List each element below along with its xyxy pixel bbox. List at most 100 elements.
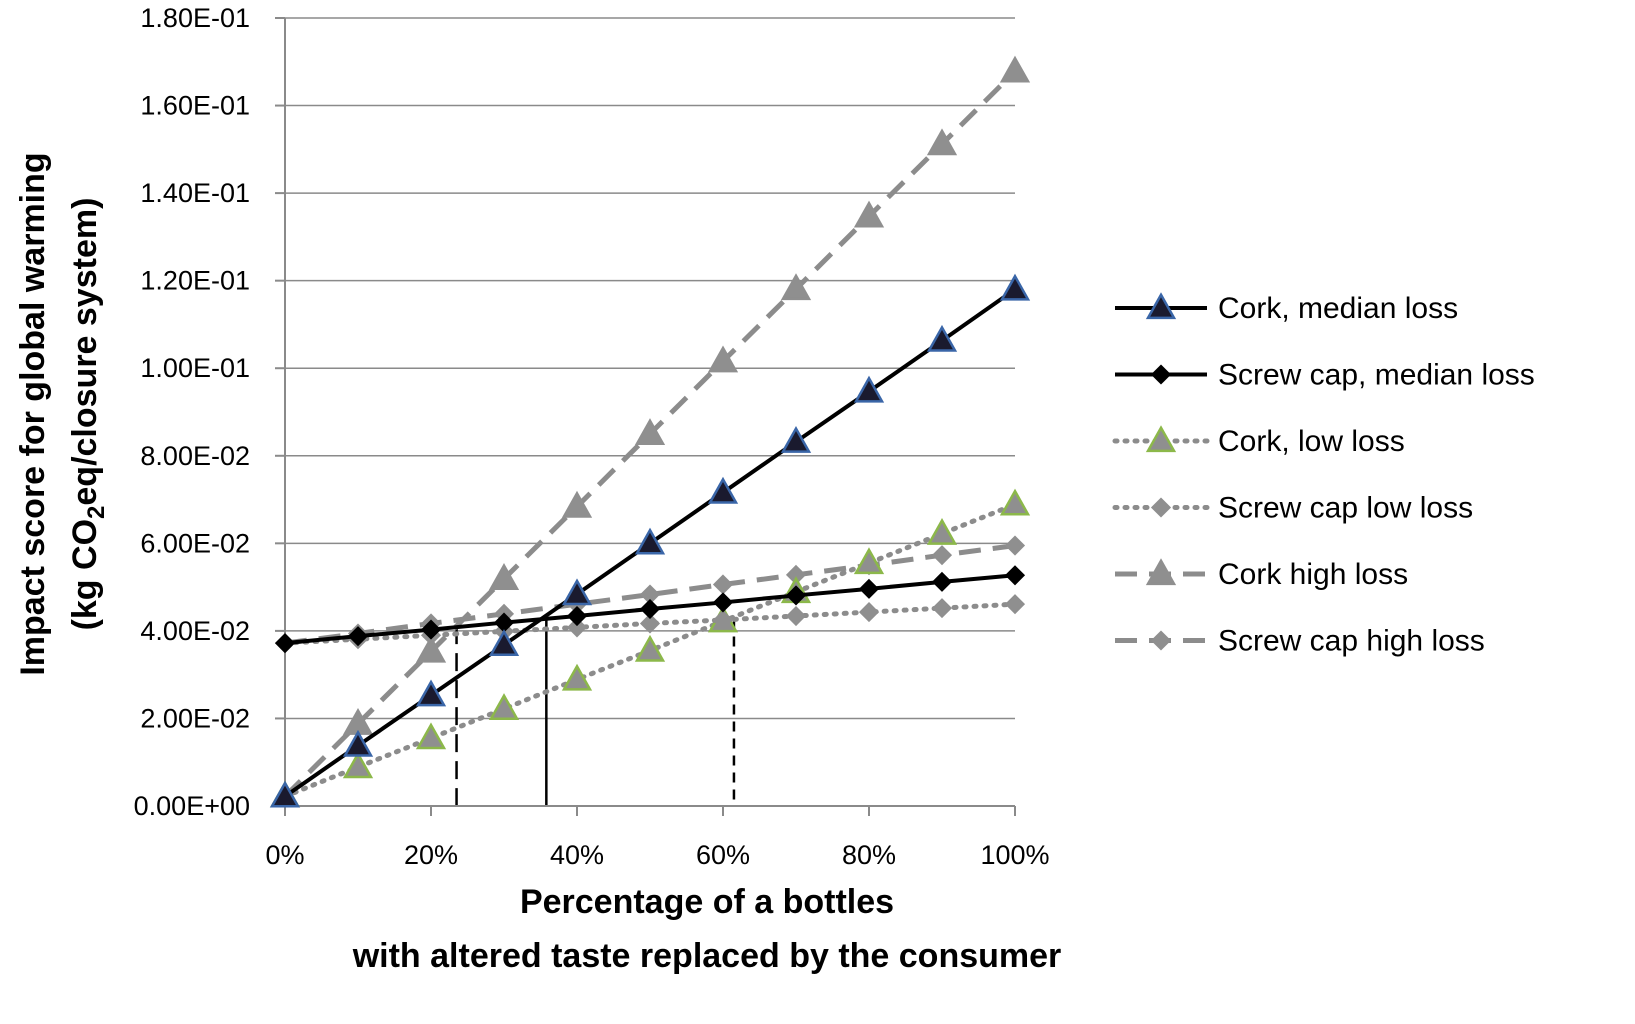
legend: Cork, median loss Screw cap, median loss C…: [1112, 292, 1535, 658]
y-tick-label: 0.00E+00: [134, 791, 250, 821]
legend-marker: [1145, 558, 1177, 586]
data-point-cork-high-loss: [488, 563, 520, 590]
legend-marker: [1150, 630, 1172, 651]
y-axis-title-line2: (kg CO2eq/closure system): [66, 198, 110, 631]
legend-marker: [1145, 425, 1177, 453]
data-point-cork-low-loss: [853, 547, 885, 575]
data-point-screw-cap-median-loss: [347, 626, 369, 647]
legend-item-screw-cap-low-loss: Screw cap low loss: [1112, 492, 1473, 525]
x-tick-label: 80%: [842, 840, 896, 870]
x-tick-label: 60%: [696, 840, 750, 870]
legend-marker: [1150, 364, 1172, 385]
data-point-cork-low-loss: [415, 722, 447, 750]
legend-item-cork-high-loss: Cork high loss: [1115, 558, 1408, 591]
y-axis-title-line2-post: eq/closure system): [66, 198, 104, 506]
data-point-cork-high-loss: [707, 345, 739, 373]
series-screw-cap-low-loss: [274, 594, 1026, 654]
data-point-screw-cap-median-loss: [639, 598, 661, 620]
data-point-cork-low-loss: [488, 693, 520, 720]
data-point-screw-cap-median-loss: [931, 571, 953, 592]
data-point-screw-cap-low-loss: [858, 602, 880, 623]
legend-label: Cork, median loss: [1218, 292, 1458, 325]
y-tick-label: 4.00E-02: [140, 616, 250, 646]
data-point-cork-low-loss: [926, 517, 958, 545]
series-cork-low-loss: [269, 488, 1031, 808]
y-axis-title-line1-group: Impact score for global warming: [14, 152, 52, 675]
y-tick-label: 2.00E-02: [140, 703, 250, 733]
data-point-cork-low-loss: [561, 663, 593, 691]
series-group: [269, 55, 1031, 808]
y-tick-label: 8.00E-02: [140, 441, 250, 471]
y-tick-label: 1.20E-01: [140, 266, 250, 296]
data-point-screw-cap-low-loss: [566, 617, 588, 638]
data-point-cork-high-loss: [634, 418, 666, 446]
data-point-cork-median-loss: [634, 527, 666, 555]
series-screw-cap-median-loss: [274, 565, 1026, 654]
data-point-cork-median-loss: [561, 578, 593, 606]
breakeven-reference-lines: [455, 619, 736, 806]
data-point-cork-high-loss: [561, 490, 593, 518]
legend-marker: [1150, 497, 1172, 518]
data-point-screw-cap-median-loss: [274, 633, 296, 654]
data-point-cork-median-loss: [342, 729, 374, 757]
data-point-screw-cap-low-loss: [639, 613, 661, 634]
data-point-cork-high-loss: [780, 273, 812, 301]
legend-item-cork-median-loss: Cork, median loss: [1115, 292, 1458, 325]
data-point-cork-high-loss: [415, 635, 447, 663]
data-point-cork-low-loss: [999, 488, 1031, 516]
data-point-cork-median-loss: [707, 476, 739, 504]
data-point-cork-median-loss: [926, 324, 958, 352]
data-point-screw-cap-low-loss: [931, 598, 953, 619]
data-point-screw-cap-low-loss: [1004, 594, 1026, 615]
data-point-cork-median-loss: [780, 426, 812, 453]
data-point-screw-cap-low-loss: [785, 605, 807, 627]
data-point-cork-median-loss: [415, 679, 447, 707]
legend-label: Cork, low loss: [1218, 425, 1405, 458]
data-point-cork-median-loss: [269, 780, 301, 808]
data-point-cork-high-loss: [999, 55, 1031, 83]
x-tick-label: 40%: [550, 840, 604, 870]
data-point-cork-median-loss: [853, 375, 885, 403]
data-point-cork-low-loss: [342, 751, 374, 779]
x-tick-labels: 0% 20% 40% 60% 80% 100%: [265, 840, 1049, 870]
y-tick-label: 1.60E-01: [140, 91, 250, 121]
legend-item-cork-low-loss: Cork, low loss: [1112, 425, 1405, 458]
x-tick-label: 0%: [265, 840, 304, 870]
y-tick-labels: 0.00E+00 2.00E-02 4.00E-02 6.00E-02 8.00E-02…: [134, 3, 250, 821]
legend-item-screw-cap-median-loss: Screw cap, median loss: [1115, 359, 1535, 392]
y-tick-label: 1.80E-01: [140, 3, 250, 33]
data-point-screw-cap-high-loss: [1004, 535, 1026, 556]
y-axis-title-line1: Impact score for global warming: [14, 152, 52, 675]
data-point-screw-cap-median-loss: [858, 578, 880, 599]
y-axis-title-line2-sub: 2: [83, 506, 110, 519]
y-tick-label: 1.00E-01: [140, 353, 250, 383]
legend-label: Screw cap high loss: [1218, 625, 1485, 658]
series-cork-median-loss: [269, 273, 1031, 808]
legend-marker: [1145, 292, 1177, 320]
legend-label: Screw cap, median loss: [1218, 359, 1535, 392]
data-point-screw-cap-high-loss: [712, 574, 734, 595]
data-point-screw-cap-low-loss: [712, 609, 734, 631]
x-axis-title-line2: with altered taste replaced by the consu…: [352, 937, 1062, 975]
data-point-screw-cap-median-loss: [1004, 565, 1026, 586]
x-axis-title-line1: Percentage of a bottles: [520, 883, 894, 921]
data-point-cork-high-loss: [926, 128, 958, 156]
data-point-cork-low-loss: [634, 634, 666, 662]
y-tick-label: 6.00E-02: [140, 528, 250, 558]
legend-label: Cork high loss: [1218, 558, 1408, 591]
data-point-cork-median-loss: [999, 273, 1031, 301]
series-line-screw-cap-low-loss: [282, 601, 1018, 646]
series-line-screw-cap-high-loss: [284, 543, 1016, 646]
data-point-screw-cap-median-loss: [420, 619, 442, 640]
data-point-cork-median-loss: [488, 629, 520, 657]
x-tick-label: 20%: [404, 840, 458, 870]
data-point-screw-cap-median-loss: [712, 592, 734, 613]
series-cork-high-loss: [269, 55, 1031, 808]
x-tick-label: 100%: [980, 840, 1049, 870]
data-point-screw-cap-median-loss: [785, 585, 807, 606]
legend-label: Screw cap low loss: [1218, 492, 1473, 525]
data-point-cork-high-loss: [853, 200, 885, 228]
y-axis-title-line2-pre: (kg CO: [66, 519, 104, 630]
y-tick-label: 1.40E-01: [140, 178, 250, 208]
